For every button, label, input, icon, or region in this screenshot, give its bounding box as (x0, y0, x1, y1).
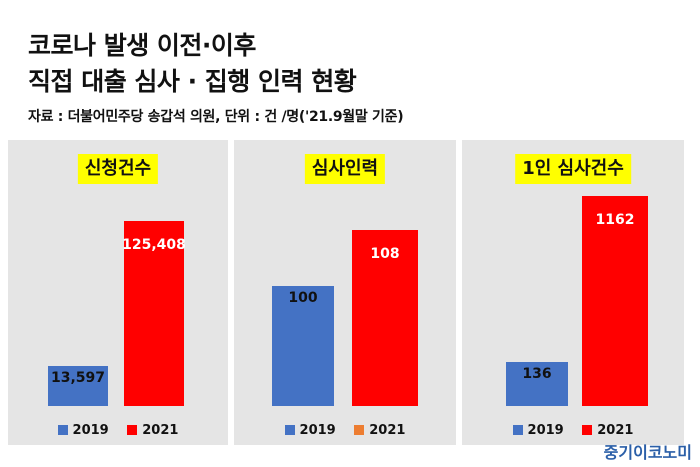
data-label-2019: 13,597 (50, 370, 106, 387)
page-title-line-2: 직접 대출 심사 · 집행 인력 현황 (28, 67, 357, 96)
legend-label-2021: 2021 (142, 423, 179, 438)
data-label-2019: 136 (522, 365, 552, 382)
bar-2019 (506, 361, 568, 406)
legend-item-2021: 2021 (354, 423, 405, 438)
legend-label-2019: 2019 (299, 423, 336, 438)
legend-item-2019: 2019 (284, 423, 336, 438)
chart-title: 신청건수 (77, 154, 159, 184)
legend-item-2021: 2021 (582, 423, 633, 438)
legend: 2019 2021 (234, 423, 456, 438)
data-label-2021: 1162 (595, 212, 635, 228)
legend-swatch-2019 (57, 425, 68, 435)
legend-swatch-2019 (284, 425, 295, 435)
data-label-2021: 125,408 (122, 237, 186, 253)
legend-swatch-2019 (512, 425, 523, 435)
legend-label-2021: 2021 (369, 423, 406, 438)
data-label-2021: 108 (370, 246, 400, 262)
chart-panel-applications: 신청건수 13,597 125,408 2019 2021 (8, 140, 228, 445)
chart-panel-reviewers: 심사인력 100 108 2019 2021 (234, 140, 456, 445)
legend-item-2019: 2019 (57, 423, 109, 438)
legend-label-2019: 2019 (527, 423, 564, 438)
legend-item-2019: 2019 (512, 423, 564, 438)
legend: 2019 2021 (8, 423, 228, 438)
bar-2021 (582, 196, 648, 406)
bar-2021 (352, 230, 418, 406)
legend: 2019 2021 (462, 423, 684, 438)
legend-swatch-2021 (582, 425, 593, 435)
bar-2019 (48, 366, 108, 406)
data-label-2019: 100 (288, 290, 318, 307)
chart-panel-per-reviewer: 1인 심사건수 136 1162 2019 2021 (462, 140, 684, 445)
bar-2019 (272, 286, 334, 406)
chart-title: 심사인력 (304, 154, 386, 184)
legend-label-2021: 2021 (597, 423, 634, 438)
bar-2021 (124, 221, 184, 406)
publisher-logo-text: 중기이코노미 (603, 443, 692, 462)
legend-swatch-2021 (354, 425, 365, 435)
legend-item-2021: 2021 (127, 423, 178, 438)
chart-title: 1인 심사건수 (515, 154, 631, 184)
legend-swatch-2021 (127, 425, 138, 435)
page-title-line-1: 코로나 발생 이전·이후 (28, 31, 256, 60)
source-note: 자료 : 더불어민주당 송갑석 의원, 단위 : 건 /명('21.9월말 기준… (28, 109, 404, 125)
legend-label-2019: 2019 (72, 423, 109, 438)
